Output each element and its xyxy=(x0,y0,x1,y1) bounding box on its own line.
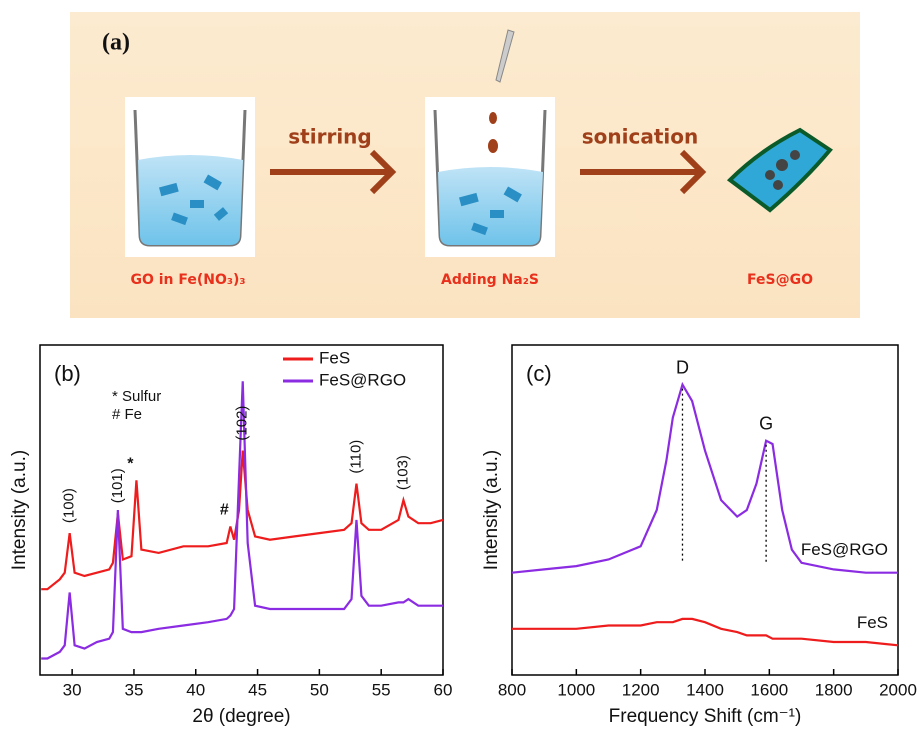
peak-label: (110) xyxy=(347,440,364,474)
peak-label: # xyxy=(220,502,229,519)
note: # Fe xyxy=(112,406,142,423)
peak-label: G xyxy=(759,413,773,433)
x-tick-label: 40 xyxy=(186,680,205,699)
peak-label: (103) xyxy=(394,455,411,490)
plot-frame xyxy=(512,345,898,675)
beaker xyxy=(125,97,255,257)
x-tick-label: 1200 xyxy=(622,680,660,699)
x-tick-label: 1400 xyxy=(686,680,724,699)
x-tick-label: 1800 xyxy=(815,680,853,699)
series-line xyxy=(512,619,898,645)
x-tick-label: 30 xyxy=(63,680,82,699)
x-tick-label: 800 xyxy=(498,680,526,699)
peak-label: (101) xyxy=(109,468,126,503)
arrow-label: sonication xyxy=(582,125,698,149)
x-tick-label: 55 xyxy=(372,680,391,699)
figure: (a) stirring sonication GO in Fe(NO₃)₃ A… xyxy=(0,0,923,726)
panel-label: (c) xyxy=(526,361,552,386)
step-label: FeS@GO xyxy=(747,272,813,288)
legend-label: FeS xyxy=(319,348,350,367)
series-label: FeS xyxy=(857,613,888,632)
step-label: Adding Na₂S xyxy=(441,272,539,288)
x-axis-label: 2θ (degree) xyxy=(192,706,290,726)
peak-label: (100) xyxy=(61,488,78,523)
y-axis-label: Intensity (a.u.) xyxy=(481,450,502,570)
x-tick-label: 60 xyxy=(434,680,453,699)
x-tick-label: 2000 xyxy=(879,680,917,699)
x-tick-label: 35 xyxy=(124,680,143,699)
x-tick-label: 45 xyxy=(248,680,267,699)
series-line xyxy=(41,451,443,590)
peak-label: (102) xyxy=(234,406,251,441)
schematic-panel: (a) stirring sonication GO in Fe(NO₃)₃ A… xyxy=(70,12,860,318)
legend-label: FeS@RGO xyxy=(319,370,406,389)
peak-label: D xyxy=(676,357,689,377)
x-tick-label: 1600 xyxy=(750,680,788,699)
arrow-label: stirring xyxy=(288,125,371,149)
panel-label: (a) xyxy=(102,30,130,56)
step-label: GO in Fe(NO₃)₃ xyxy=(130,272,245,288)
x-tick-label: 50 xyxy=(310,680,329,699)
x-axis-label: Frequency Shift (cm⁻¹) xyxy=(609,706,802,726)
note: * Sulfur xyxy=(112,388,161,405)
peak-label: * xyxy=(127,456,134,473)
series-label: FeS@RGO xyxy=(801,540,888,559)
x-tick-label: 1000 xyxy=(557,680,595,699)
panel-label: (b) xyxy=(54,361,81,386)
y-axis-label: Intensity (a.u.) xyxy=(9,450,30,570)
charts: 30 35 40 45 50 55 60 2θ (degree) Intensity (a.u.… xyxy=(9,345,917,726)
